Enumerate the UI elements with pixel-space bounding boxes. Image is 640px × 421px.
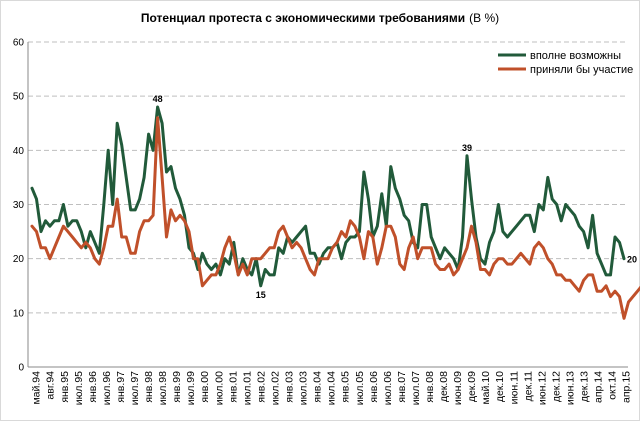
x-tick-label: янв.98 bbox=[143, 371, 155, 403]
x-tick-label: авг.94 bbox=[45, 371, 57, 400]
y-tick-label: 50 bbox=[13, 92, 25, 103]
x-tick-label: янв.96 bbox=[87, 371, 99, 403]
x-tick-label: июл.99 bbox=[185, 371, 197, 405]
x-tick-label: дек.10 bbox=[494, 371, 506, 402]
legend-label-2: приняли бы участие bbox=[530, 64, 633, 76]
x-tick-label: янв.01 bbox=[227, 371, 239, 403]
y-tick-label: 20 bbox=[13, 254, 25, 265]
x-tick-label: июл.01 bbox=[241, 371, 253, 405]
x-tick-label: июл.03 bbox=[298, 371, 310, 405]
x-tick-label: янв.07 bbox=[396, 371, 408, 403]
series-line-2 bbox=[30, 116, 640, 320]
x-tick-label: июл.02 bbox=[269, 371, 281, 405]
x-tick-label: апр.14 bbox=[593, 371, 605, 403]
x-tick-label: янв.08 bbox=[424, 371, 436, 403]
series-lines bbox=[30, 105, 640, 320]
x-tick-label: янв.00 bbox=[199, 371, 211, 403]
x-tick-label: янв.05 bbox=[340, 371, 352, 403]
chart-title: Потенциал протеста с экономическими треб… bbox=[141, 11, 499, 25]
data-label: 20 bbox=[627, 255, 637, 265]
x-tick-label: июл.04 bbox=[326, 371, 338, 405]
x-tick-label: июл.98 bbox=[157, 371, 169, 405]
x-tick-label: дек.09 bbox=[466, 371, 478, 402]
x-tick-label: дек.13 bbox=[579, 371, 591, 402]
data-label: 15 bbox=[256, 290, 266, 300]
x-tick-label: янв.95 bbox=[59, 371, 71, 403]
x-tick-label: янв.03 bbox=[284, 371, 296, 403]
x-tick-label: янв.04 bbox=[312, 371, 324, 403]
x-tick-label: янв.06 bbox=[368, 371, 380, 403]
data-label: 39 bbox=[462, 143, 472, 153]
x-tick-label: июл.97 bbox=[129, 371, 141, 405]
x-tick-label: окт.14 bbox=[607, 371, 619, 400]
x-tick-label: июн.11 bbox=[508, 371, 520, 405]
chart-title-unit: (В %) bbox=[469, 11, 499, 25]
legend-label-1: вполне возможны bbox=[530, 50, 621, 62]
x-tick-label: июл.95 bbox=[73, 371, 85, 405]
series-line-1 bbox=[30, 105, 626, 288]
x-tick-label: июл.05 bbox=[354, 371, 366, 405]
y-tick-label: 10 bbox=[13, 308, 25, 319]
x-tick-label: июн.13 bbox=[564, 371, 576, 405]
x-tick-label: июл.06 bbox=[382, 371, 394, 405]
x-tick-label: май.10 bbox=[480, 371, 492, 405]
legend: вполне возможны приняли бы участие bbox=[498, 50, 633, 76]
grid bbox=[28, 41, 628, 314]
x-tick-label: июл.96 bbox=[101, 371, 113, 405]
data-label: 48 bbox=[153, 94, 163, 104]
chart-title-main: Потенциал протеста с экономическими треб… bbox=[141, 11, 465, 25]
x-tick-label: янв.97 bbox=[115, 371, 127, 403]
y-tick-label: 60 bbox=[13, 38, 25, 49]
x-tick-label: июн.12 bbox=[536, 371, 548, 405]
x-tick-label: июн.09 bbox=[452, 371, 464, 405]
y-tick-label: 0 bbox=[18, 363, 24, 374]
x-tick-label: май.94 bbox=[31, 371, 43, 405]
y-tick-label: 30 bbox=[13, 200, 25, 211]
x-tick-label: июл.07 bbox=[410, 371, 422, 405]
x-tick-label: янв.02 bbox=[255, 371, 267, 403]
y-tick-label: 40 bbox=[13, 146, 25, 157]
x-tick-label: апр.15 bbox=[621, 371, 633, 403]
x-tick-label: июл.00 bbox=[213, 371, 225, 405]
x-tick-label: дек.11 bbox=[522, 371, 534, 402]
x-tick-label: янв.99 bbox=[171, 371, 183, 403]
data-annotations: 4815392015 bbox=[153, 94, 637, 300]
x-tick-label: дек.08 bbox=[438, 371, 450, 402]
x-tick-label: дек.12 bbox=[550, 371, 562, 402]
